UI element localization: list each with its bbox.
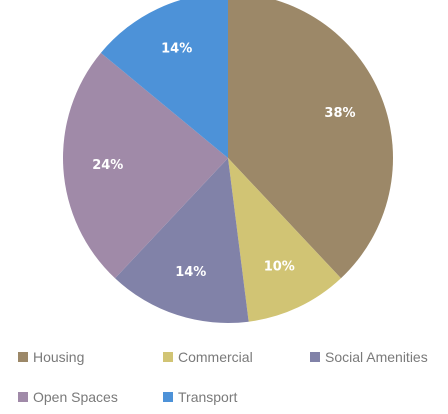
- slice-label-housing: 38%: [324, 106, 355, 121]
- slice-label-social-amenities: 14%: [175, 265, 206, 280]
- pie-slice-labels: 38% 10% 14% 24% 14%: [92, 42, 355, 281]
- legend-label-housing: Housing: [33, 349, 84, 365]
- slice-housing: [228, 0, 393, 279]
- legend-swatch-open-spaces: [18, 392, 28, 402]
- slice-label-open-spaces: 24%: [92, 158, 123, 173]
- slice-label-transport: 14%: [161, 42, 192, 57]
- legend-label-open-spaces: Open Spaces: [33, 389, 118, 405]
- legend-label-social-amenities: Social Amenities: [325, 349, 428, 365]
- legend-item-transport: Transport: [163, 389, 238, 405]
- legend-swatch-transport: [163, 392, 173, 402]
- legend-swatch-social-amenities: [310, 352, 320, 362]
- legend-label-commercial: Commercial: [178, 349, 253, 365]
- slice-open-spaces: [63, 52, 229, 279]
- slice-commercial: [228, 158, 341, 322]
- legend-item-social-amenities: Social Amenities: [310, 349, 428, 365]
- legend-item-open-spaces: Open Spaces: [18, 389, 118, 405]
- slice-social-amenities: [115, 158, 249, 323]
- slice-transport: [100, 0, 228, 158]
- legend-label-transport: Transport: [178, 389, 238, 405]
- pie-slices: [63, 0, 393, 323]
- legend: Housing Commercial Social Amenities Open Sp…: [18, 349, 428, 405]
- legend-swatch-housing: [18, 352, 28, 362]
- legend-swatch-commercial: [163, 352, 173, 362]
- legend-item-commercial: Commercial: [163, 349, 253, 365]
- slice-label-commercial: 10%: [264, 259, 295, 274]
- legend-item-housing: Housing: [18, 349, 84, 365]
